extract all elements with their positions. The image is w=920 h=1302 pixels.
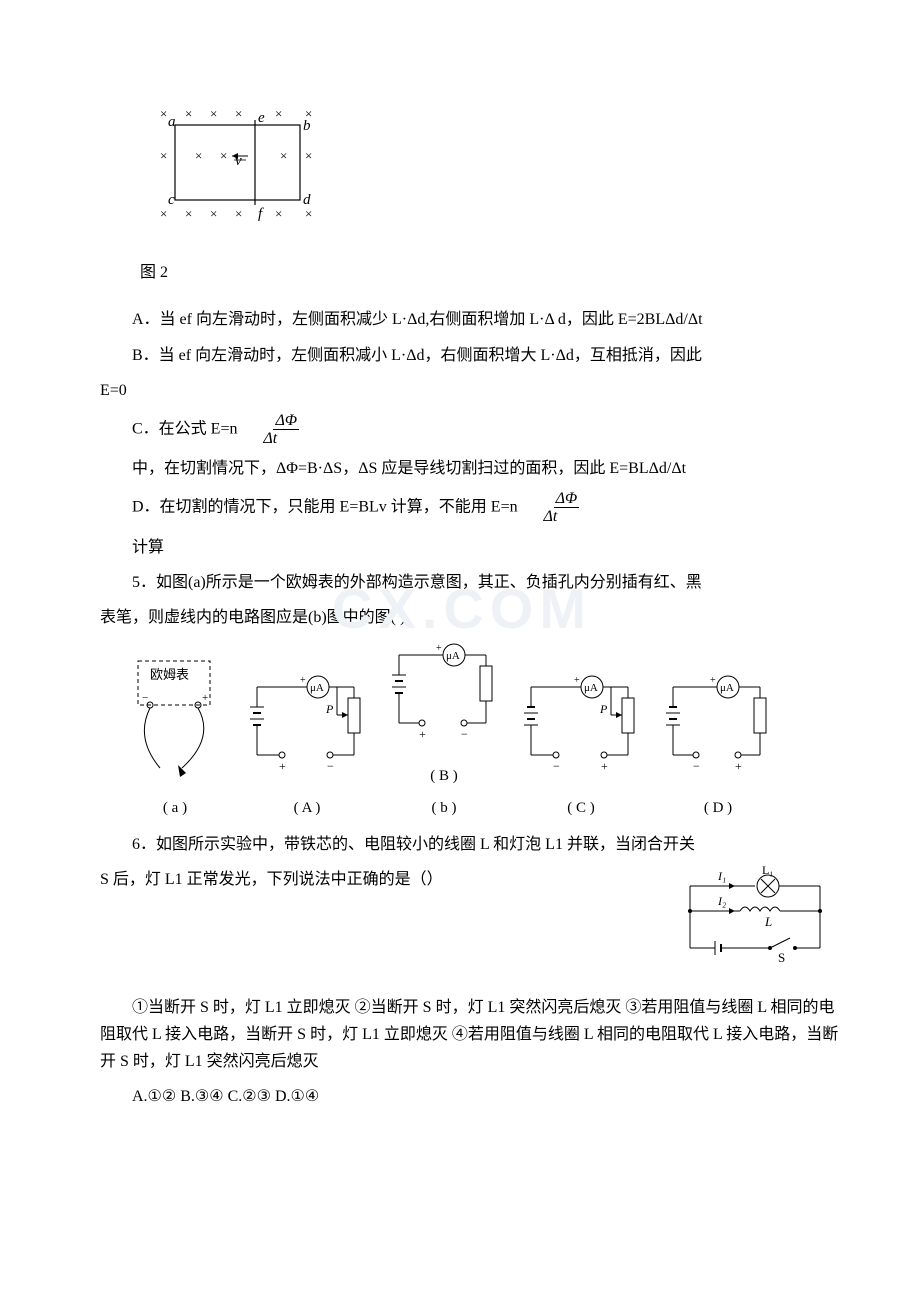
- svg-text:+: +: [574, 675, 580, 686]
- svg-text:−: −: [327, 759, 334, 773]
- label-b: b: [303, 118, 311, 134]
- label-v: v: [235, 153, 242, 169]
- svg-text:I₂: I₂: [717, 894, 726, 908]
- q6-circuit: L₁ I₁ L I₂: [670, 866, 840, 985]
- q4-option-c-line2: 中，在切割情况下，ΔΦ=B·ΔS，ΔS 应是导线切割扫过的面积，因此 E=BLΔ…: [100, 455, 840, 482]
- q6-choices: A.①② B.③④ C.②③ D.①④: [100, 1083, 840, 1110]
- q5-circuit-C: μA + P: [516, 673, 646, 822]
- svg-text:I₁: I₁: [717, 869, 726, 883]
- q5-circuit-B: μA + +: [384, 641, 504, 821]
- svg-text:+: +: [436, 643, 442, 654]
- q5-circuit-A: μA + P: [242, 673, 372, 822]
- svg-text:μA: μA: [584, 682, 598, 694]
- svg-text:+: +: [300, 675, 306, 686]
- figure-2-caption: 图 2: [140, 259, 840, 286]
- svg-text:×: ×: [220, 148, 227, 163]
- q4-c-prefix: C．在公式 E=n: [132, 420, 237, 437]
- q4-option-d-line2: 计算: [100, 534, 840, 561]
- q5-stem-line1: CX.COM 5．如图(a)所示是一个欧姆表的外部构造示意图，其正、负插孔内分别…: [100, 569, 840, 596]
- q5-label-B: ( B ): [384, 764, 504, 790]
- svg-text:×: ×: [275, 206, 282, 221]
- q5-label-A: ( A ): [242, 796, 372, 822]
- svg-text:×: ×: [185, 106, 192, 121]
- q5-label-D: ( D ): [658, 796, 778, 822]
- q6-options-text: ①当断开 S 时，灯 L1 立即熄灭 ②当断开 S 时，灯 L1 突然闪亮后熄灭…: [100, 994, 840, 1076]
- q4-option-c-line1: C．在公式 E=n ΔΦ Δt: [100, 412, 840, 447]
- svg-text:×: ×: [160, 206, 167, 221]
- svg-text:+: +: [202, 692, 208, 704]
- fraction-phi-t-1: ΔΦ Δt: [241, 412, 299, 447]
- label-f: f: [258, 206, 264, 222]
- q6-stem-line2-wrap: L₁ I₁ L I₂: [100, 866, 840, 985]
- svg-text:L: L: [764, 914, 772, 929]
- svg-text:S: S: [778, 950, 785, 965]
- q5-circuit-D: μA + −: [658, 673, 778, 822]
- q6-stem-line1: 6．如图所示实验中，带铁芯的、电阻较小的线圈 L 和灯泡 L1 并联，当闭合开关: [100, 831, 840, 858]
- svg-text:−: −: [142, 692, 148, 704]
- q4-d-prefix: D．在切割的情况下，只能用 E=BLv 计算，不能用 E=n: [132, 499, 518, 516]
- svg-text:+: +: [279, 759, 286, 773]
- q5-label-C: ( C ): [516, 796, 646, 822]
- svg-text:+: +: [735, 759, 742, 773]
- label-d: d: [303, 192, 311, 208]
- svg-text:μA: μA: [310, 682, 324, 694]
- svg-text:+: +: [601, 759, 608, 773]
- svg-text:μA: μA: [720, 682, 734, 694]
- figure-2-svg: ××× ××× × ×× × × ××× ×××: [140, 100, 340, 230]
- label-e: e: [258, 110, 265, 126]
- q6-stem-line2: S 后，灯 L1 正常发光，下列说法中正确的是（）: [100, 871, 443, 888]
- q5-label-a: ( a ): [120, 796, 230, 822]
- label-a: a: [168, 114, 176, 130]
- svg-text:L₁: L₁: [762, 866, 774, 877]
- svg-text:×: ×: [235, 206, 242, 221]
- svg-text:×: ×: [160, 106, 167, 121]
- svg-text:−: −: [461, 727, 468, 741]
- q4-option-a: A．当 ef 向左滑动时，左侧面积减少 L·Δd,右侧面积增加 L·Δ d，因此…: [100, 306, 840, 333]
- svg-text:+: +: [419, 727, 426, 741]
- svg-text:×: ×: [275, 106, 282, 121]
- svg-text:×: ×: [210, 106, 217, 121]
- svg-text:×: ×: [235, 106, 242, 121]
- svg-text:×: ×: [160, 148, 167, 163]
- svg-text:μA: μA: [446, 650, 460, 662]
- fraction-phi-t-2: ΔΦ Δt: [522, 490, 580, 525]
- q4-option-b-line2: E=0: [100, 377, 840, 404]
- svg-text:P: P: [599, 702, 608, 716]
- q5-label-b: ( b ): [384, 796, 504, 822]
- figure-2: ××× ××× × ×× × × ××× ×××: [140, 100, 840, 239]
- svg-text:+: +: [710, 675, 716, 686]
- svg-text:×: ×: [280, 148, 287, 163]
- svg-text:P: P: [325, 702, 334, 716]
- q5-circuit-row: 欧姆表 − + ( a ): [120, 641, 840, 821]
- q4-option-d-line1: D．在切割的情况下，只能用 E=BLv 计算，不能用 E=n ΔΦ Δt: [100, 490, 840, 525]
- svg-text:欧姆表: 欧姆表: [150, 667, 189, 682]
- svg-text:×: ×: [210, 206, 217, 221]
- label-c: c: [168, 192, 175, 208]
- svg-text:×: ×: [305, 148, 312, 163]
- q4-option-b-line1: B．当 ef 向左滑动时，左侧面积减小 L·Δd，右侧面积增大 L·Δd，互相抵…: [100, 342, 840, 369]
- q5-stem-line2: 表笔，则虚线内的电路图应是(b)图中的图( ).: [100, 604, 840, 631]
- svg-text:×: ×: [185, 206, 192, 221]
- q5-circuit-a: 欧姆表 − + ( a ): [120, 653, 230, 822]
- svg-text:−: −: [553, 759, 560, 773]
- svg-text:×: ×: [305, 206, 312, 221]
- svg-text:−: −: [693, 759, 700, 773]
- svg-text:×: ×: [195, 148, 202, 163]
